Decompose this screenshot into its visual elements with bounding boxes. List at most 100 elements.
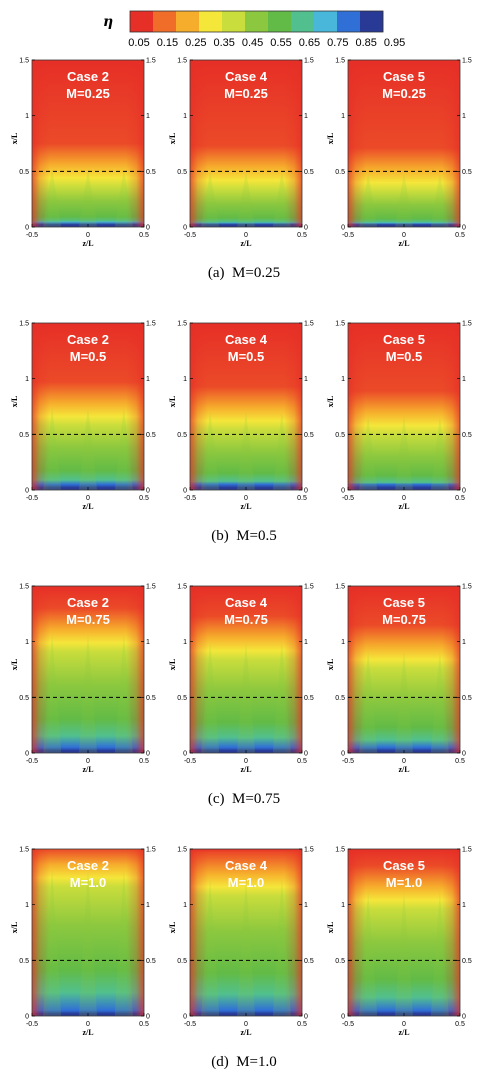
y-tick-label: 0 <box>341 225 345 232</box>
x-tick-label: 0 <box>402 232 406 239</box>
colorbar-band <box>245 11 269 32</box>
x-tick-label: 0.5 <box>297 495 307 502</box>
contour-edge-shading <box>190 586 302 753</box>
x-axis-label: z/L <box>82 1028 93 1037</box>
jet-streak <box>359 891 378 1016</box>
jet-streak <box>430 891 449 1016</box>
y-tick-label: 0.5 <box>177 432 187 439</box>
panel-caption: (c) M=0.75 <box>208 791 280 807</box>
y-tick-label-right: 1 <box>146 113 150 120</box>
plot-m-title: M=0.5 <box>228 349 265 364</box>
y-tick-label-right: 1 <box>146 376 150 383</box>
colorbar-tick-label: 0.85 <box>355 37 376 49</box>
y-tick-label: 1 <box>25 902 29 909</box>
x-tick-label: 0 <box>402 495 406 502</box>
y-tick-label-right: 1.5 <box>146 58 156 65</box>
y-tick-label: 1 <box>341 639 345 646</box>
plot-m-title: M=0.75 <box>224 612 268 627</box>
y-axis-label: x/L <box>10 922 19 934</box>
y-axis-label: x/L <box>168 659 177 671</box>
colorbar-band <box>337 11 361 32</box>
x-axis-label: z/L <box>240 502 251 511</box>
jet-streak <box>395 891 413 1016</box>
y-tick-label: 1.5 <box>177 58 187 65</box>
colorbar-tick-label: 0.45 <box>242 37 263 49</box>
y-tick-label: 0 <box>183 751 187 758</box>
colorbar-tick-label: 0.55 <box>270 37 291 49</box>
plot-m-title: M=0.75 <box>66 612 110 627</box>
x-tick-label: -0.5 <box>184 1021 196 1028</box>
x-tick-label: 0 <box>244 232 248 239</box>
plot-case-title: Case 2 <box>67 332 109 347</box>
x-tick-label: 0.5 <box>139 1021 149 1028</box>
jet-streak <box>201 641 220 753</box>
x-axis-label: z/L <box>240 239 251 248</box>
colorbar-band <box>130 11 154 32</box>
plot-case-title: Case 2 <box>67 69 109 84</box>
colorbar-tick-label: 0.35 <box>213 37 234 49</box>
colorbar-tick-label: 0.25 <box>185 37 206 49</box>
x-tick-label: 0.5 <box>297 758 307 765</box>
y-tick-label-right: 0 <box>304 225 308 232</box>
x-tick-label: -0.5 <box>26 1021 38 1028</box>
y-tick-label-right: 1 <box>462 113 466 120</box>
y-axis-label: x/L <box>10 659 19 671</box>
x-tick-label: 0.5 <box>139 232 149 239</box>
plot-m-title: M=0.75 <box>382 612 426 627</box>
y-axis-label: x/L <box>10 396 19 408</box>
contour-edge-shading <box>348 323 460 490</box>
y-tick-label-right: 0 <box>462 1014 466 1021</box>
jet-streak <box>395 173 413 227</box>
colorbar-tick-label: 0.15 <box>157 37 178 49</box>
y-tick-label-right: 1 <box>462 639 466 646</box>
x-tick-label: -0.5 <box>26 495 38 502</box>
contour-edge-shading <box>32 323 144 490</box>
colorbar-symbol: η <box>103 14 113 30</box>
jet-streak <box>114 869 133 1016</box>
y-tick-label: 0 <box>183 488 187 495</box>
y-axis-label: x/L <box>168 133 177 145</box>
y-tick-label: 1.5 <box>19 584 29 591</box>
x-axis-label: z/L <box>82 502 93 511</box>
plot-m-title: M=0.25 <box>382 86 426 101</box>
y-tick-label: 1.5 <box>19 321 29 328</box>
jet-streak <box>79 407 97 490</box>
plot-m-title: M=0.25 <box>66 86 110 101</box>
y-tick-label: 1 <box>25 376 29 383</box>
colorbar-tick-label: 0.75 <box>327 37 348 49</box>
jet-streak <box>114 633 133 753</box>
y-tick-label: 0.5 <box>19 169 29 176</box>
jet-streak <box>430 416 449 490</box>
contour-edge-shading <box>348 849 460 1016</box>
y-tick-label-right: 1.5 <box>304 584 314 591</box>
y-tick-label-right: 0.5 <box>304 432 314 439</box>
x-tick-label: 0 <box>244 495 248 502</box>
y-tick-label: 1 <box>25 113 29 120</box>
y-tick-label: 0 <box>341 1014 345 1021</box>
y-tick-label: 0.5 <box>177 169 187 176</box>
x-tick-label: 0.5 <box>455 495 465 502</box>
x-tick-label: -0.5 <box>26 758 38 765</box>
contour-edge-shading <box>348 60 460 227</box>
contour-edge-shading <box>190 323 302 490</box>
colorbar-band <box>222 11 246 32</box>
y-tick-label: 1 <box>183 113 187 120</box>
y-tick-label-right: 1.5 <box>462 847 472 854</box>
y-tick-label-right: 1.5 <box>304 847 314 854</box>
colorbar-tick-label: 0.05 <box>128 37 149 49</box>
y-axis-label: x/L <box>326 922 335 934</box>
y-tick-label-right: 1 <box>304 639 308 646</box>
y-tick-label: 1.5 <box>335 58 345 65</box>
y-tick-label: 1 <box>341 113 345 120</box>
x-tick-label: -0.5 <box>342 1021 354 1028</box>
y-tick-label: 0.5 <box>335 958 345 965</box>
colorbar-band <box>268 11 292 32</box>
y-tick-label: 1.5 <box>177 584 187 591</box>
y-tick-label: 1 <box>183 376 187 383</box>
jet-streak <box>395 416 413 490</box>
